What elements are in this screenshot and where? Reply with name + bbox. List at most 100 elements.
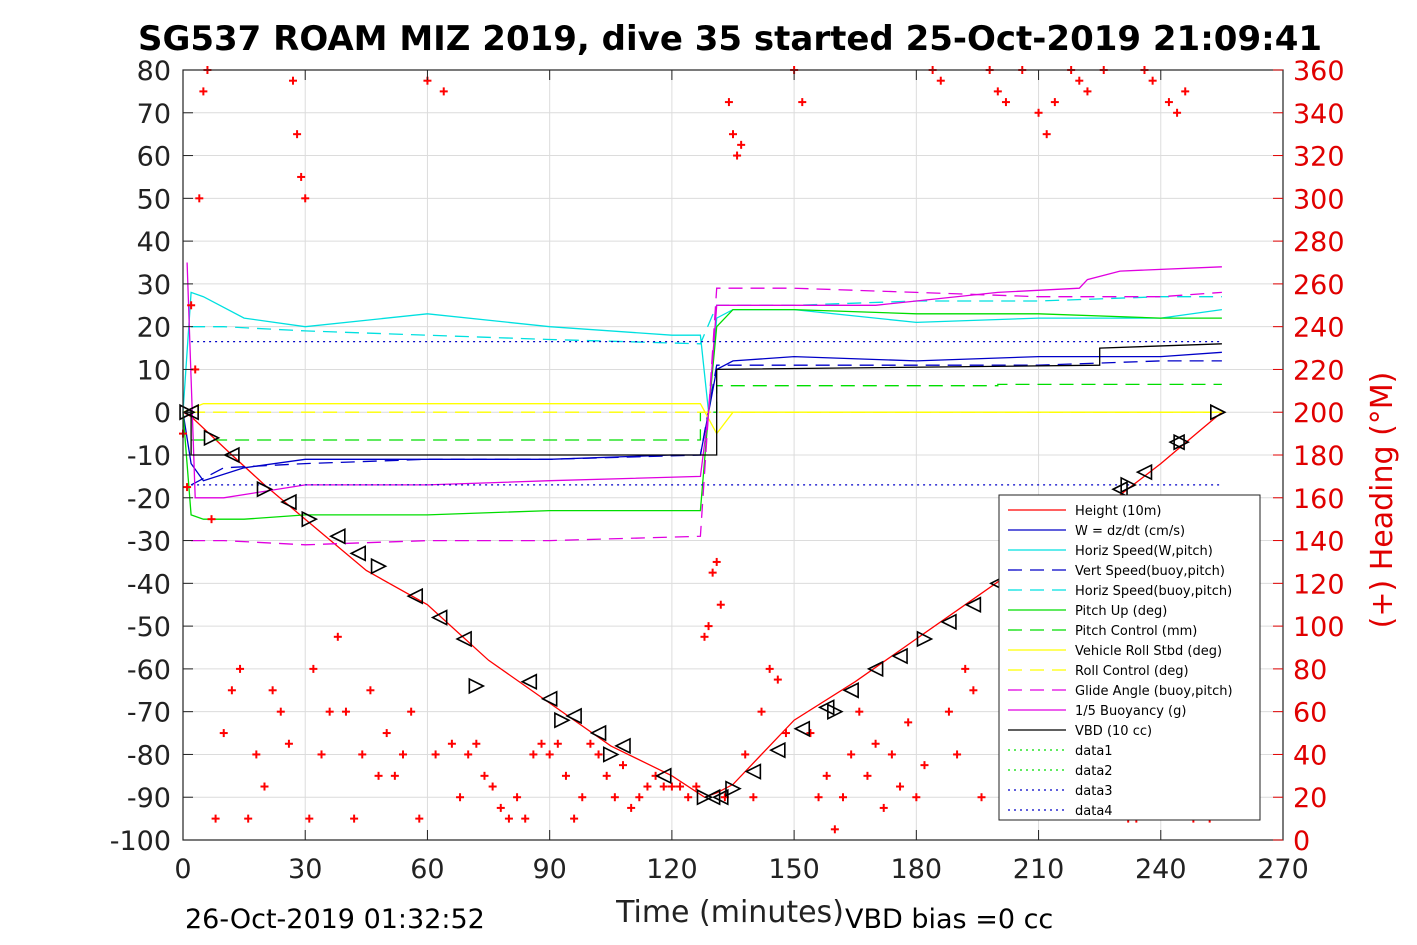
marker-right-8 [696, 788, 714, 806]
marker-left-0 [182, 403, 199, 421]
heading-point [195, 194, 204, 203]
heading-point [350, 814, 359, 823]
heading-point [1164, 98, 1173, 107]
heading-point [602, 771, 611, 780]
heading-point [798, 98, 807, 107]
marker-left-10 [565, 707, 582, 725]
marker-right-4 [370, 557, 388, 575]
heading-point [781, 729, 790, 738]
x-tick-label-4: 120 [646, 854, 698, 885]
heading-point [1083, 87, 1092, 96]
heading-point [839, 793, 847, 802]
heading-point [439, 87, 448, 96]
legend-label-3: Vert Speed(buoy,pitch) [1075, 564, 1225, 579]
y-tick-label-10: -20 [127, 484, 171, 515]
marker-right-1 [203, 429, 221, 447]
footer-timestamp: 26-Oct-2019 01:32:52 [185, 904, 485, 935]
heading-point [586, 739, 595, 748]
y-tick-label-4: 40 [137, 227, 171, 258]
legend-label-2: Horiz Speed(W,pitch) [1075, 544, 1213, 559]
heading-point [765, 664, 774, 673]
heading-point [676, 782, 685, 791]
legend-label-5: Pitch Up (deg) [1075, 604, 1167, 619]
heading-point [855, 707, 864, 716]
heading-point [969, 686, 978, 695]
heading-point [944, 707, 953, 716]
heading-point [724, 98, 733, 107]
y2-tick-label-4: 280 [1293, 227, 1345, 258]
heading-point [219, 729, 228, 738]
heading-point [733, 151, 742, 160]
heading-point [244, 814, 253, 823]
y-tick-label-7: 10 [137, 355, 171, 386]
y2-tick-label-13: 100 [1293, 612, 1345, 643]
y2-tick-label-12: 120 [1293, 569, 1345, 600]
marker-left-23 [940, 613, 957, 631]
legend-label-13: data2 [1075, 764, 1113, 779]
marker-left-19 [817, 699, 835, 716]
heading-point [480, 771, 489, 780]
marker-left-8 [520, 673, 538, 691]
marker-left-11 [589, 724, 607, 742]
legend-label-11: VBD (10 cc) [1075, 724, 1152, 739]
marker-left-13 [654, 767, 672, 785]
heading-point [1001, 98, 1010, 107]
heading-point [289, 76, 297, 85]
series-line-5 [182, 308, 1222, 520]
legend-label-14: data3 [1075, 784, 1113, 799]
marker-right-2 [256, 480, 274, 498]
heading-point [456, 793, 465, 802]
x-tick-label-7: 210 [1013, 854, 1065, 885]
heading-point [399, 750, 407, 759]
marker-left-4 [349, 545, 366, 562]
heading-point [260, 782, 269, 791]
heading-point [521, 814, 530, 823]
heading-point [830, 825, 839, 834]
heading-point [887, 750, 896, 759]
marker-left-6 [430, 609, 448, 626]
heading-point [211, 814, 220, 823]
y2-axis-ticks: 3603403203002802602402202001801601401201… [1273, 56, 1345, 857]
heading-point [700, 632, 709, 641]
marker-left-18 [793, 720, 811, 738]
x-tick-label-6: 180 [891, 854, 943, 885]
marker-left-16 [744, 763, 762, 780]
y-tick-label-8: 0 [154, 398, 171, 429]
legend-label-7: Vehicle Roll Stbd (deg) [1075, 644, 1222, 659]
heading-point [936, 76, 945, 85]
legend: Height (10m) W = dz/dt (cm/s) Horiz Speed(… [998, 494, 1261, 821]
y-tick-label-6: 20 [137, 313, 171, 344]
heading-point [578, 793, 587, 802]
heading-point [977, 793, 986, 802]
heading-point [496, 803, 505, 812]
y-axis-ticks: 80 70 60 50 40 30 20 10 0 -10 -20 -30 -40 -50 -60 -70 -8… [110, 56, 193, 857]
heading-point [407, 707, 416, 716]
heading-point [920, 761, 929, 770]
heading-point [415, 814, 424, 823]
heading-point [896, 782, 905, 791]
y2-tick-label-5: 260 [1293, 270, 1345, 301]
legend-label-8: Roll Control (deg) [1075, 664, 1189, 679]
marker-left-17 [769, 741, 786, 759]
heading-point [871, 739, 880, 748]
marker-left-28 [1135, 463, 1153, 481]
heading-point [529, 750, 538, 759]
heading-point [1042, 130, 1051, 139]
heading-point [716, 600, 725, 609]
heading-point [741, 750, 750, 759]
marker-left-29 [1168, 433, 1185, 451]
legend-label-15: data4 [1075, 804, 1113, 819]
series-line-11 [183, 343, 1222, 456]
marker-left-5 [406, 587, 424, 605]
legend-label-6: Pitch Control (mm) [1075, 624, 1197, 639]
heading-point [187, 301, 196, 310]
y-tick-label-15: -70 [127, 698, 171, 729]
heading-point [199, 87, 208, 96]
marker-left-7 [455, 630, 472, 648]
y2-tick-label-8: 200 [1293, 398, 1345, 429]
series-line-9 [191, 287, 1222, 546]
heading-point [912, 793, 921, 802]
x-tick-label-2: 60 [410, 854, 444, 885]
heading-point [366, 686, 375, 695]
y2-tick-label-16: 40 [1293, 740, 1327, 771]
